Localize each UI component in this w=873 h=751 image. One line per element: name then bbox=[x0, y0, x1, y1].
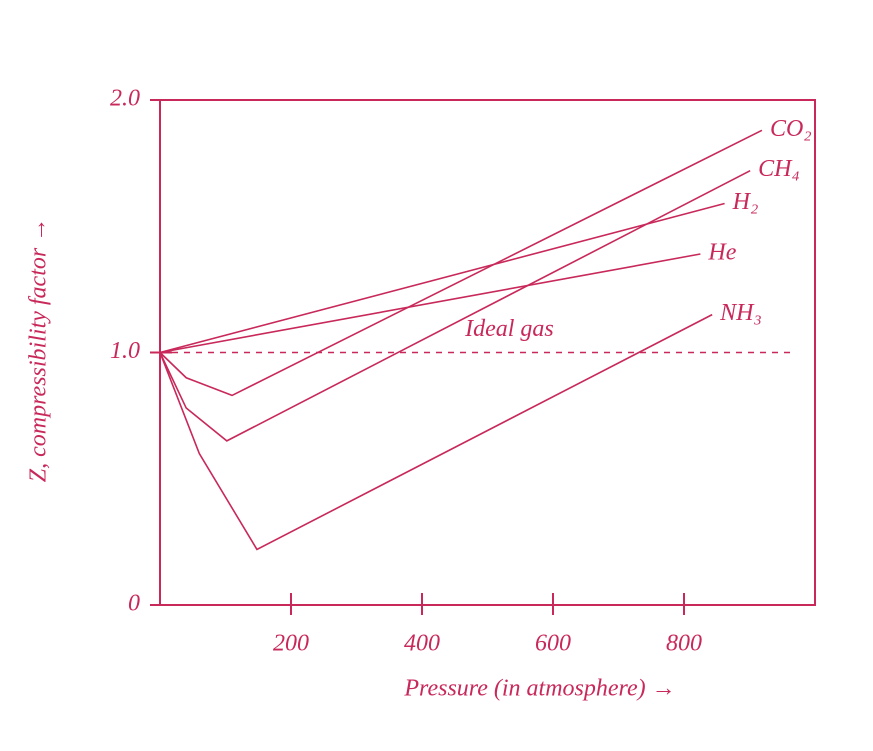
series-label: H₂ bbox=[732, 189, 759, 215]
series-line bbox=[160, 171, 750, 441]
x-axis-label: Pressure (in atmosphere) → bbox=[403, 676, 675, 702]
series-label: NH₃ bbox=[719, 300, 762, 326]
annotation: Ideal gas bbox=[464, 316, 554, 342]
chart: Pressure (in atmosphere) → Z, compressib… bbox=[0, 0, 873, 751]
series-line bbox=[160, 130, 762, 395]
series-label: CH₄ bbox=[758, 156, 800, 182]
x-tick-label: 600 bbox=[535, 631, 571, 657]
y-tick-label: 1.0 bbox=[110, 338, 140, 364]
series-label: CO₂ bbox=[770, 116, 812, 142]
y-axis-label: Z, compressibility factor → bbox=[26, 218, 52, 482]
series-label: He bbox=[707, 240, 736, 266]
series-line bbox=[160, 254, 700, 352]
x-tick-label: 200 bbox=[273, 631, 309, 657]
y-tick-label: 2.0 bbox=[110, 86, 140, 112]
y-tick-label: 0 bbox=[128, 591, 140, 617]
x-tick-label: 400 bbox=[404, 631, 440, 657]
x-tick-label: 800 bbox=[666, 631, 702, 657]
